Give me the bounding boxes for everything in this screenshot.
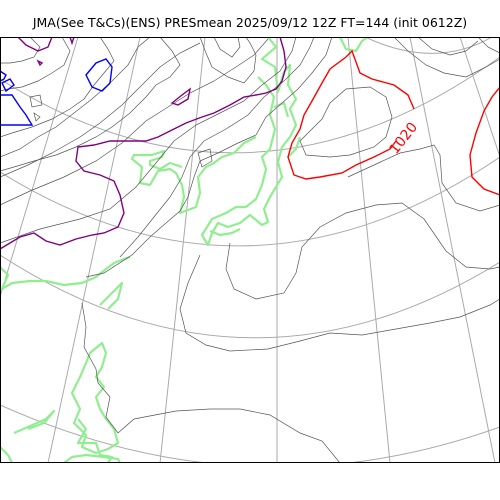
isobar-line <box>213 37 241 58</box>
meridian-line <box>47 37 141 463</box>
coastlines <box>0 37 369 463</box>
parallel-line <box>0 156 500 247</box>
coastline <box>0 446 13 463</box>
coastline <box>287 136 302 158</box>
isobar-line <box>0 38 269 206</box>
meridian-line <box>159 37 206 463</box>
coastline <box>76 418 114 463</box>
isobar-line <box>0 37 41 64</box>
isobar-1020 <box>287 49 500 196</box>
coastline <box>209 228 241 237</box>
isobar-line <box>0 37 115 138</box>
meridian-line <box>459 37 500 158</box>
isobar-1020-line <box>469 86 500 196</box>
isobar-line <box>299 86 393 158</box>
contour-line <box>0 37 287 250</box>
graticule <box>0 37 500 463</box>
meridian-line <box>409 37 496 463</box>
meridian-line <box>347 37 391 463</box>
isobar-line <box>347 144 500 212</box>
coastline <box>99 281 124 310</box>
coastline <box>130 136 257 215</box>
map-title: JMA(See T&Cs)(ENS) PRESmean 2025/09/12 1… <box>32 15 468 30</box>
isobar-line <box>29 94 43 108</box>
purple-contour <box>0 37 287 250</box>
isobar-line <box>33 112 41 122</box>
contour-line <box>0 70 7 82</box>
blue-contour <box>0 58 113 126</box>
isobar-line <box>393 37 500 78</box>
isobar-line <box>0 37 71 92</box>
parallel-line <box>0 254 500 339</box>
coastline <box>339 37 369 53</box>
coastline <box>70 341 120 455</box>
isobar-line <box>0 42 201 178</box>
contour-line <box>36 59 44 67</box>
isobar-1020-line <box>287 49 415 180</box>
pressure-map: 1020 <box>0 37 500 463</box>
coastline <box>13 409 56 435</box>
isobar-line <box>0 37 151 158</box>
isobar-label-1020: 1020 <box>387 120 422 158</box>
contour-line <box>1 78 15 93</box>
isobar-line <box>119 37 315 258</box>
contour-line <box>69 37 75 46</box>
map-frame: 1020 <box>0 37 500 463</box>
isobar-line <box>197 148 213 168</box>
isobar-line <box>477 37 500 54</box>
coastline <box>273 101 290 118</box>
contour-line <box>17 37 53 52</box>
parallel-line <box>0 56 500 154</box>
contour-line <box>170 87 192 106</box>
meridian-line <box>0 37 79 298</box>
coastline <box>63 453 121 463</box>
isobars <box>0 37 500 463</box>
isobar-line <box>0 37 181 172</box>
isobar-line <box>0 37 297 244</box>
contour-line <box>85 58 113 92</box>
isobar-line <box>81 302 341 463</box>
contour-line <box>0 94 34 126</box>
isobar-line <box>417 37 479 56</box>
isobar-line <box>199 37 257 84</box>
isobar-line <box>85 37 333 278</box>
coastline <box>200 37 298 247</box>
parallel-line <box>0 404 500 463</box>
isobar-line <box>179 254 500 352</box>
parallel-line <box>364 37 493 54</box>
isobar-line <box>225 202 500 300</box>
coastline <box>0 255 131 291</box>
